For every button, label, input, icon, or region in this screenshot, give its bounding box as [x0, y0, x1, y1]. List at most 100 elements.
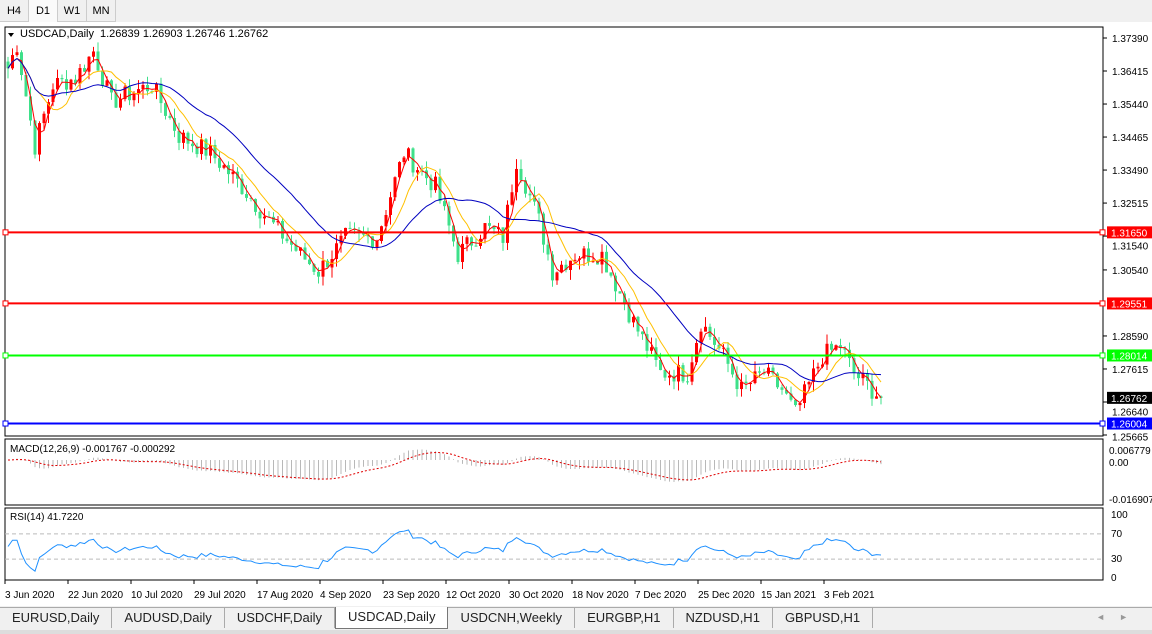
candle-body [168, 115, 172, 118]
candle-body [294, 244, 298, 251]
moving-average-line [7, 57, 882, 394]
candle-body [834, 345, 838, 350]
price-line-label: 1.26004 [1111, 420, 1148, 431]
candle-body [398, 162, 401, 178]
candle-body [56, 77, 59, 90]
line-handle [2, 300, 9, 307]
price-tick-label: 1.34465 [1112, 133, 1149, 144]
candle-body [744, 381, 748, 384]
candle-body [551, 254, 554, 281]
candle-body [533, 195, 536, 202]
candle-body [528, 193, 532, 196]
candle-body [632, 316, 635, 323]
candle-body [384, 215, 388, 227]
line-handle [1099, 420, 1106, 427]
candle-body [416, 170, 419, 173]
macd-label: MACD(12,26,9) -0.001767 -0.000292 [10, 444, 176, 455]
candle-body [564, 264, 568, 270]
chart-tab[interactable]: GBPUSD,H1 [773, 608, 874, 628]
candle-body [560, 264, 563, 273]
candle-body [105, 80, 109, 86]
chart-tab[interactable]: NZDUSD,H1 [674, 608, 773, 628]
candle-body [875, 396, 878, 399]
status-strip [0, 630, 1152, 634]
candle-body [713, 336, 716, 345]
candle-body [470, 237, 473, 246]
candle-body [92, 51, 95, 57]
candle-body [582, 248, 586, 259]
candle-body [483, 223, 487, 239]
price-tick-label: 1.31540 [1112, 241, 1149, 252]
current-price-bg [1107, 391, 1152, 404]
rsi-tick-label: 0 [1111, 573, 1117, 584]
candle-body [321, 260, 325, 277]
candle-body [857, 372, 860, 379]
candle-body [285, 238, 289, 242]
candle-body [164, 103, 167, 116]
candle-body [393, 177, 397, 198]
candle-body [776, 373, 779, 388]
candle-body [812, 368, 815, 382]
ohlc-readout: 1.26839 1.26903 1.26746 1.26762 [100, 28, 268, 40]
candle-body [546, 244, 550, 255]
horizontal-lines: 1.31650 1.29551 1.28014 1.26004 1.26762 [2, 226, 1152, 431]
candle-body [69, 79, 73, 90]
candle-body [659, 359, 662, 371]
candle-body [798, 402, 802, 406]
candle-body [263, 216, 266, 219]
candle-body [690, 362, 694, 382]
chart-tab[interactable]: USDCNH,Weekly [448, 608, 576, 628]
rsi-tick-label: 70 [1111, 529, 1123, 540]
candle-body [780, 387, 784, 390]
candle-body [452, 225, 455, 242]
candle-body [641, 331, 644, 335]
date-label: 25 Dec 2020 [698, 590, 755, 601]
candle-body [312, 264, 316, 272]
chart-tab[interactable]: EURUSD,Daily [0, 608, 113, 628]
candle-body [771, 367, 775, 374]
candle-body [677, 365, 680, 382]
candle-body [573, 259, 577, 261]
candle-body [254, 198, 257, 212]
candle-body [204, 139, 208, 156]
candle-body [407, 148, 410, 158]
candle-body [357, 230, 361, 233]
chart-tab[interactable]: USDCHF,Daily [225, 608, 336, 628]
date-label: 22 Jun 2020 [68, 590, 123, 601]
collapse-triangle-icon[interactable] [8, 33, 14, 37]
candle-body [137, 89, 140, 94]
candle-body [668, 375, 671, 378]
candle-body [542, 213, 545, 245]
candle-body [65, 79, 68, 90]
candle-body [33, 120, 37, 155]
candle-body [281, 220, 284, 239]
candle-body [663, 370, 667, 378]
candle-body [411, 148, 415, 173]
price-tick-label: 1.32515 [1112, 199, 1149, 210]
tab-scroll-arrows[interactable]: ◄► [1096, 612, 1142, 622]
price-chart[interactable]: 1.31650 1.29551 1.28014 1.26004 1.26762 1.37… [0, 22, 1152, 606]
timeframe-d1[interactable]: D1 [29, 0, 58, 22]
timeframe-mn[interactable]: MN [87, 0, 116, 22]
candle-body [227, 165, 230, 175]
candle-body [191, 143, 194, 147]
chart-tab[interactable]: USDCAD,Daily [335, 607, 449, 629]
candle-body [213, 144, 217, 159]
candle-body [695, 342, 698, 363]
candle-body [60, 77, 64, 80]
timeframe-h4[interactable]: H4 [0, 0, 29, 22]
chart-tab[interactable]: EURGBP,H1 [575, 608, 674, 628]
candle-body [83, 68, 86, 72]
candle-body [335, 243, 338, 260]
chart-tab[interactable]: AUDUSD,Daily [112, 608, 225, 628]
candle-body [825, 343, 829, 365]
timeframe-w1[interactable]: W1 [58, 0, 87, 22]
candle-body [29, 96, 32, 121]
candle-body [42, 113, 46, 124]
candle-body [839, 345, 842, 348]
candle-body [173, 117, 176, 131]
candle-body [848, 349, 851, 359]
price-line-label: 1.29551 [1111, 299, 1148, 310]
candle-body [276, 220, 280, 223]
date-label: 7 Dec 2020 [635, 590, 687, 601]
